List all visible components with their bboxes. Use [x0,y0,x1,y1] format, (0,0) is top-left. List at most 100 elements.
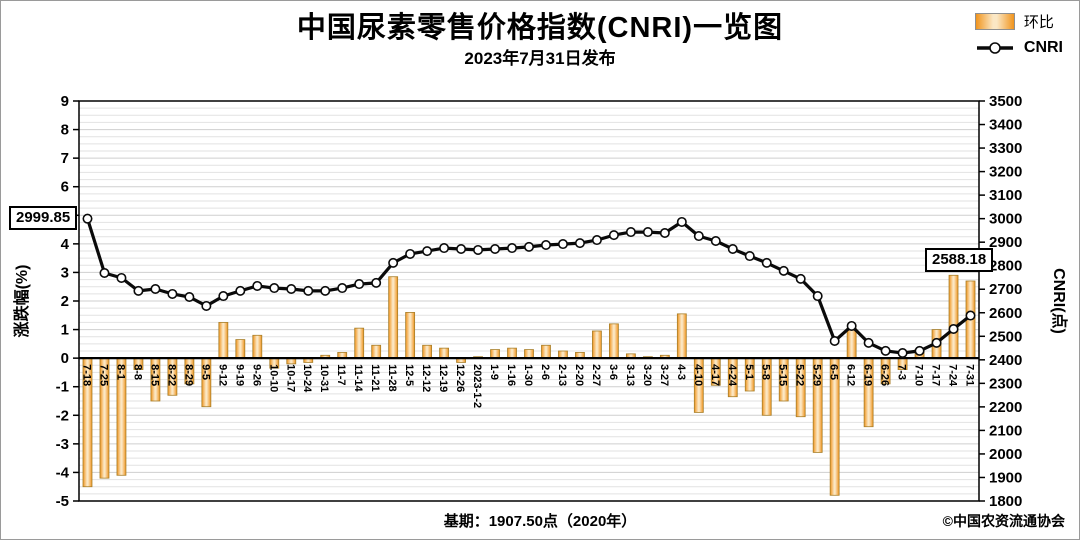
right-tick-2100: 2100 [989,422,1022,439]
point-12-12 [422,246,433,257]
point-8-22 [167,288,178,299]
x-label-11-14: 11-14 [352,364,364,392]
x-label-6-12: 6-12 [845,364,857,386]
cnri-markers [82,213,976,358]
x-label-12-12: 12-12 [420,364,432,392]
left-tick-2: 2 [61,293,69,310]
point-4-17 [710,236,721,247]
point-11-28 [388,257,399,268]
point-2-6 [540,240,551,251]
point-8-15 [150,284,161,295]
bar-9-26 [252,334,263,359]
point-6-5 [829,336,840,347]
bar-11-28 [388,276,399,359]
x-label-6-19: 6-19 [862,364,874,386]
x-label-3-20: 3-20 [641,364,653,386]
left-tick-4: 4 [61,236,70,253]
point-11-14 [354,279,365,290]
publish-date-subtitle: 2023年7月31日发布 [464,49,616,68]
right-tick-3100: 3100 [989,187,1022,204]
x-label-9-26: 9-26 [250,364,262,386]
bar-9-12 [218,322,229,359]
x-label-11-28: 11-28 [386,364,398,392]
left-tick-1: 1 [61,322,69,339]
x-label-4-17: 4-17 [709,364,721,386]
point-8-1 [116,272,127,283]
x-label-2023-1-2: 2023-1-2 [471,364,483,408]
point-7-3 [897,347,908,358]
right-tick-3300: 3300 [989,140,1022,157]
point-3-6 [608,230,619,241]
x-label-5-1: 5-1 [743,364,755,380]
left-axis-title: 涨跌幅(%) [12,265,31,338]
right-tick-1800: 1800 [989,493,1022,510]
point-3-27 [659,228,670,239]
x-label-5-29: 5-29 [811,364,823,386]
x-label-6-5: 6-5 [828,364,840,380]
x-label-10-31: 10-31 [318,364,330,392]
point-8-29 [184,292,195,303]
x-label-8-22: 8-22 [165,364,177,386]
left-tick-8: 8 [61,122,69,139]
left-axis: -5-4-3-2-10123456789 [56,93,79,510]
bar-series-swatch-icon [974,13,1015,30]
bar-4-3 [676,313,687,359]
bar-12-19 [439,347,449,359]
line-series-swatch-icon [976,42,1013,54]
left-tick--1: -1 [56,379,69,396]
point-6-19 [863,337,874,348]
x-label-7-10: 7-10 [913,364,925,386]
x-axis-labels: 7-18 7-25 8-1 8-8 8-15 8-22 8-29 9-5 9-12 9-19 9-2… [80,364,975,408]
bar-1-9 [490,349,500,359]
point-9-5 [201,300,212,311]
x-label-10-24: 10-24 [301,364,313,393]
point-5-29 [812,291,823,302]
x-label-6-26: 6-26 [879,364,891,386]
right-axis: 1800 1900 2000 2100 2200 2300 2400 2500 2600 2700… [979,93,1022,510]
x-label-9-5: 9-5 [199,364,211,380]
point-11-21 [371,277,382,288]
left-tick-6: 6 [61,179,69,196]
point-10-17 [286,284,297,295]
x-label-1-16: 1-16 [505,364,517,386]
left-tick--2: -2 [56,407,69,424]
x-label-10-17: 10-17 [284,364,296,392]
base-period-note: 基期：1907.50点（2020年） [443,513,637,530]
right-tick-2200: 2200 [989,399,1022,416]
right-tick-2300: 2300 [989,375,1022,392]
x-label-7-17: 7-17 [930,364,942,386]
right-tick-3400: 3400 [989,117,1022,134]
point-7-25 [99,268,110,279]
point-7-18 [82,213,93,224]
left-tick--3: -3 [56,436,69,453]
last-value-callout: 2588.18 [925,248,994,272]
point-2023-1-2 [473,244,484,255]
point-7-31 [965,310,976,321]
right-tick-2400: 2400 [989,352,1022,369]
right-tick-2900: 2900 [989,234,1022,251]
x-label-7-3: 7-3 [896,364,908,380]
legend: 环比 CNRI [974,11,1063,57]
x-label-4-3: 4-3 [675,364,687,380]
x-label-3-27: 3-27 [658,364,670,386]
x-label-1-30: 1-30 [522,364,534,386]
right-tick-2000: 2000 [989,446,1022,463]
x-label-7-18: 7-18 [80,364,92,386]
x-label-2-27: 2-27 [590,364,602,386]
point-6-26 [880,345,891,356]
point-10-31 [320,285,331,296]
chart-canvas: 涨跌幅(%) CNRI(点) 7-18 7-25 8-1 8-8 8-15 8-22 8-2… [12,93,1069,510]
bar-11-14 [354,327,365,359]
point-4-24 [727,244,738,255]
x-label-11-21: 11-21 [369,364,381,392]
x-label-8-8: 8-8 [131,364,143,380]
x-label-3-13: 3-13 [624,364,636,386]
x-label-3-6: 3-6 [607,364,619,380]
point-9-12 [218,291,229,302]
point-12-5 [405,248,416,259]
bar-2-27 [592,330,602,359]
point-5-1 [744,251,755,262]
x-label-2-6: 2-6 [539,364,551,380]
point-7-24 [948,324,959,335]
page-title: 中国尿素零售价格指数(CNRI)一览图 [296,12,784,44]
